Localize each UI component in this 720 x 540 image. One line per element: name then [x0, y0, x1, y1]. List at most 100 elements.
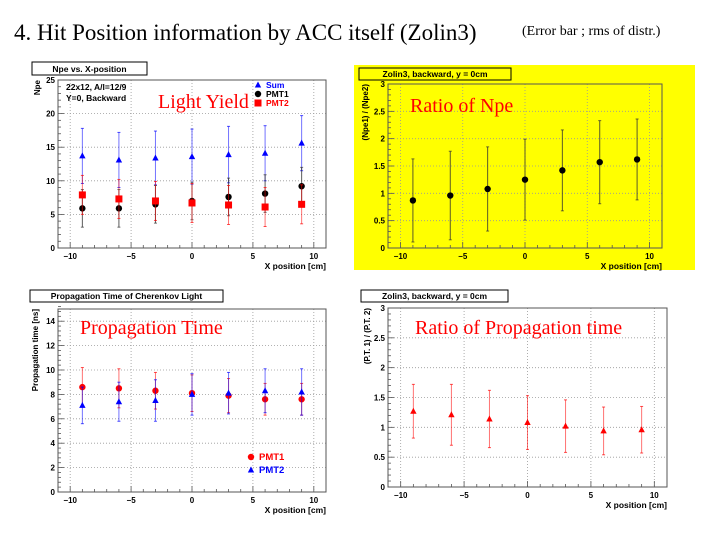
data-point	[152, 397, 159, 403]
legend-marker	[247, 466, 255, 473]
legend-marker	[254, 81, 262, 88]
data-point	[633, 156, 641, 163]
data-point	[225, 201, 233, 209]
data-point	[225, 151, 232, 158]
legend-label: PMT1	[259, 452, 285, 463]
y-axis-label: Npe	[33, 79, 42, 95]
series-npe1-npe2	[409, 118, 641, 243]
slide-note: (Error bar ; rms of distr.)	[522, 24, 661, 39]
chart-title-box	[29, 289, 224, 303]
data-point	[298, 139, 305, 146]
chart-title: Zolin3, backward, y = 0cm	[382, 291, 488, 301]
y-tick-label: 0.5	[374, 453, 386, 462]
data-point	[559, 167, 566, 174]
y-tick-label: 12	[46, 342, 55, 351]
x-tick-label: 5	[251, 252, 256, 261]
data-point	[448, 411, 455, 418]
chart-info-text: Y=0, Backward	[66, 93, 126, 103]
y-tick-label: 1	[381, 423, 386, 432]
data-point	[600, 427, 607, 434]
legend-label: PMT1	[266, 89, 289, 99]
x-tick-label: 5	[251, 496, 256, 505]
y-tick-label: 25	[46, 76, 55, 85]
x-tick-label: 5	[589, 491, 594, 500]
x-tick-label: 5	[585, 252, 590, 261]
data-point	[562, 422, 569, 429]
x-tick-label: −5	[460, 491, 470, 500]
x-tick-label: 0	[190, 252, 195, 261]
x-tick-label: 10	[309, 496, 318, 505]
chart-annotation: Light Yield	[158, 91, 249, 113]
x-tick-label: −10	[394, 252, 408, 261]
data-point	[409, 197, 417, 204]
data-point	[447, 192, 454, 199]
data-point	[115, 156, 123, 163]
slide-title: 4. Hit Position information by ACC itsel…	[14, 20, 477, 45]
data-point	[521, 176, 529, 183]
data-point	[188, 390, 196, 397]
y-tick-label: 2	[381, 135, 386, 144]
data-point	[638, 426, 645, 433]
series-pmt2	[79, 368, 305, 425]
data-point	[298, 200, 306, 208]
y-tick-label: 6	[51, 415, 56, 424]
y-axis-label: (P.T. 1) / (P.T. 2)	[363, 308, 372, 365]
data-point	[115, 398, 123, 405]
y-tick-label: 10	[46, 366, 55, 375]
x-axis-label: X position [cm]	[601, 261, 663, 271]
data-point	[115, 195, 123, 203]
data-point	[410, 407, 417, 414]
y-tick-label: 0	[381, 483, 386, 492]
chart-title: Zolin3, backward, y = 0cm	[382, 69, 488, 79]
data-point	[298, 388, 305, 395]
legend-label: PMT2	[259, 465, 284, 476]
data-point	[261, 203, 269, 211]
data-point	[261, 149, 269, 156]
y-tick-label: 10	[46, 177, 55, 186]
x-tick-label: −10	[63, 252, 77, 261]
y-tick-label: 0	[51, 244, 56, 253]
x-tick-label: 0	[190, 496, 195, 505]
x-tick-label: 10	[645, 252, 654, 261]
chart-info-text: 22x12, A/l=12/9	[66, 82, 127, 92]
y-axis-label: Propagation time [ns]	[31, 309, 40, 392]
data-point	[261, 387, 269, 394]
data-point	[151, 197, 159, 205]
y-tick-label: 2.5	[374, 107, 386, 116]
y-tick-label: 3	[381, 80, 386, 89]
data-point	[79, 152, 86, 159]
data-point	[79, 401, 86, 408]
data-point	[188, 153, 196, 160]
chart-annotation: Ratio of Propagation time	[415, 317, 622, 339]
y-tick-label: 3	[381, 304, 386, 313]
y-tick-label: 2	[381, 364, 386, 373]
series-pmt2	[78, 174, 306, 227]
y-tick-label: 20	[46, 110, 55, 119]
data-point	[486, 415, 493, 422]
x-tick-label: −5	[127, 252, 137, 261]
data-point	[188, 199, 196, 207]
data-point	[78, 191, 86, 199]
y-tick-label: 5	[51, 210, 56, 219]
data-point	[152, 154, 159, 161]
x-axis-label: X position [cm]	[265, 505, 327, 515]
chart-light-yield: Npe vs. X-position −10 −5 0 5 10 0 5 10 15 20 25 X p…	[31, 61, 327, 271]
y-tick-label: 0.5	[374, 217, 386, 226]
y-axis-label: (Npe1) / (Npe2)	[361, 84, 370, 141]
chart-title: Propagation Time of Cherenkov Light	[51, 291, 203, 301]
y-tick-label: 2.5	[374, 334, 386, 343]
data-point	[596, 158, 603, 166]
chart-annotation: Propagation Time	[80, 317, 223, 339]
series-sum	[79, 115, 305, 189]
chart-annotation: Ratio of Npe	[410, 95, 513, 117]
legend-marker	[247, 453, 255, 461]
chart-title: Npe vs. X-position	[52, 64, 126, 74]
x-axis-label: X position [cm]	[606, 500, 668, 510]
y-tick-label: 2	[51, 464, 56, 473]
legend-marker	[254, 90, 262, 98]
y-tick-label: 1.5	[374, 162, 386, 171]
y-tick-label: 0	[51, 488, 56, 497]
x-tick-label: −10	[63, 496, 77, 505]
chart-propagation-time: Propagation Time of Cherenkov Light −10 −5…	[29, 289, 327, 515]
